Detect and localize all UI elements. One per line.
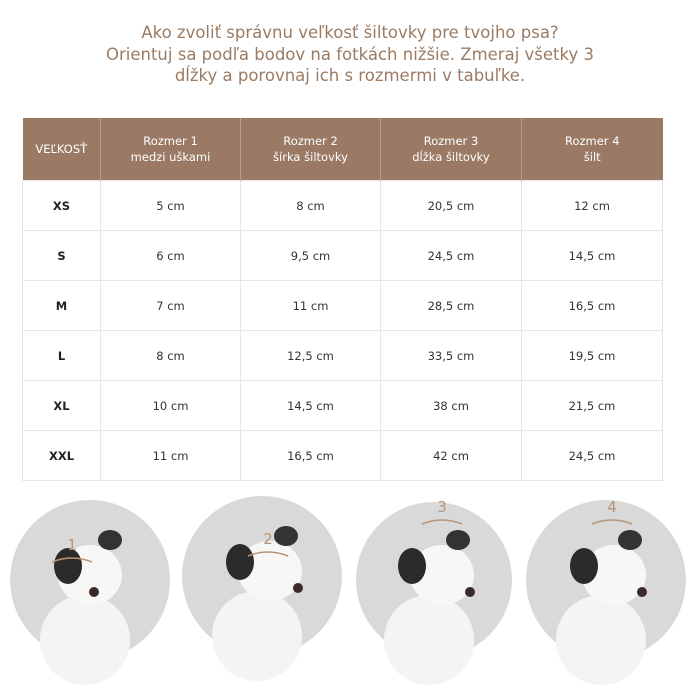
measure-cell: 12,5 cm bbox=[240, 330, 381, 381]
column-title: Rozmer 1 bbox=[143, 134, 198, 148]
dog-photo: 1 bbox=[10, 500, 170, 685]
measure-cell: 28,5 cm bbox=[380, 280, 522, 331]
intro-line: Ako zvoliť správnu veľkosť šiltovky pre … bbox=[141, 23, 559, 42]
measure-cell: 11 cm bbox=[100, 430, 241, 481]
measure-cell: 33,5 cm bbox=[380, 330, 522, 381]
column-header: Rozmer 2 šírka šiltovky bbox=[240, 118, 381, 181]
measure-number: 2 bbox=[263, 530, 273, 548]
size-cell: L bbox=[22, 330, 101, 381]
intro-line: dĺžky a porovnaj ich s rozmermi v tabuľk… bbox=[174, 66, 526, 85]
dog-nose bbox=[293, 583, 303, 593]
size-cell: M bbox=[22, 280, 101, 331]
measure-cell: 21,5 cm bbox=[521, 380, 663, 431]
table-row: XS 5 cm 8 cm 20,5 cm 12 cm bbox=[22, 180, 663, 231]
dog-ear-patch bbox=[398, 548, 426, 584]
measure-arc bbox=[51, 557, 93, 563]
measure-arc bbox=[591, 519, 633, 525]
measure-cell: 14,5 cm bbox=[521, 230, 663, 281]
size-cell: XL bbox=[22, 380, 101, 431]
measure-cell: 14,5 cm bbox=[240, 380, 381, 431]
measure-cell: 11 cm bbox=[240, 280, 381, 331]
dog-body bbox=[384, 595, 474, 685]
measure-cell: 8 cm bbox=[240, 180, 381, 231]
measure-cell: 24,5 cm bbox=[521, 430, 663, 481]
table-body: XS 5 cm 8 cm 20,5 cm 12 cm S 6 cm 9,5 cm 24,5 cm… bbox=[22, 180, 663, 481]
table-row: XL 10 cm 14,5 cm 38 cm 21,5 cm bbox=[22, 380, 663, 431]
dog-ear-patch bbox=[274, 526, 298, 546]
table-row: XXL 11 cm 16,5 cm 42 cm 24,5 cm bbox=[22, 430, 663, 481]
dog-ear-patch bbox=[226, 544, 254, 580]
column-title: Rozmer 2 bbox=[283, 134, 338, 148]
size-cell: S bbox=[22, 230, 101, 281]
measure-cell: 8 cm bbox=[100, 330, 241, 381]
dog-ear-patch bbox=[98, 530, 122, 550]
measure-number: 4 bbox=[607, 498, 617, 516]
measure-cell: 12 cm bbox=[521, 180, 663, 231]
column-header: Rozmer 4 šilt bbox=[521, 118, 663, 181]
measure-cell: 38 cm bbox=[380, 380, 522, 431]
size-cell: XS bbox=[22, 180, 101, 231]
dog-photo: 4 bbox=[526, 498, 686, 685]
measure-cell: 6 cm bbox=[100, 230, 241, 281]
photo-strip: 1 2 3 4 bbox=[10, 496, 686, 685]
column-subtitle: šírka šiltovky bbox=[273, 150, 348, 164]
column-header: Rozmer 1 medzi uškami bbox=[100, 118, 241, 181]
measure-arc bbox=[421, 519, 463, 525]
column-header: Rozmer 3 dĺžka šiltovky bbox=[380, 118, 522, 181]
measure-arc bbox=[247, 551, 289, 557]
dog-ear-patch bbox=[618, 530, 642, 550]
dog-nose bbox=[465, 587, 475, 597]
dog-ear-patch bbox=[446, 530, 470, 550]
dog-nose bbox=[637, 587, 647, 597]
measure-cell: 9,5 cm bbox=[240, 230, 381, 281]
measure-cell: 7 cm bbox=[100, 280, 241, 331]
intro-text: Ako zvoliť správnu veľkosť šiltovky pre … bbox=[0, 22, 700, 87]
measure-cell: 10 cm bbox=[100, 380, 241, 431]
measure-number: 1 bbox=[67, 536, 77, 554]
dog-photo: 2 bbox=[182, 496, 342, 681]
measure-cell: 19,5 cm bbox=[521, 330, 663, 381]
dog-head bbox=[410, 545, 474, 605]
column-title: Rozmer 4 bbox=[564, 134, 620, 148]
dog-ear-patch bbox=[570, 548, 598, 584]
header-row: VEĽKOSŤ Rozmer 1 medzi uškami Rozmer 2 šírka… bbox=[22, 118, 663, 181]
column-header: VEĽKOSŤ bbox=[22, 118, 101, 181]
column-title: Rozmer 3 bbox=[423, 134, 479, 148]
size-table: VEĽKOSŤ Rozmer 1 medzi uškami Rozmer 2 šírka… bbox=[22, 118, 663, 481]
dog-body bbox=[40, 595, 130, 685]
measure-cell: 24,5 cm bbox=[380, 230, 522, 281]
intro-line: Orientuj sa podľa bodov na fotkách nižši… bbox=[106, 44, 594, 64]
dog-body bbox=[212, 591, 302, 681]
dog-photo: 3 bbox=[356, 498, 512, 685]
dog-body bbox=[556, 595, 646, 685]
size-cell: XXL bbox=[22, 430, 101, 481]
column-title: VEĽKOSŤ bbox=[35, 142, 88, 156]
measure-number: 3 bbox=[437, 498, 447, 516]
measure-cell: 20,5 cm bbox=[380, 180, 522, 231]
measure-cell: 42 cm bbox=[380, 430, 522, 481]
measure-cell: 16,5 cm bbox=[521, 280, 663, 331]
dog-ear-patch bbox=[54, 548, 82, 584]
column-subtitle: dĺžka šiltovky bbox=[412, 150, 490, 164]
dog-head bbox=[582, 545, 646, 605]
measure-cell: 5 cm bbox=[100, 180, 241, 231]
column-subtitle: medzi uškami bbox=[130, 150, 211, 164]
column-subtitle: šilt bbox=[583, 150, 601, 164]
measure-cell: 16,5 cm bbox=[240, 430, 381, 481]
dog-nose bbox=[89, 587, 99, 597]
